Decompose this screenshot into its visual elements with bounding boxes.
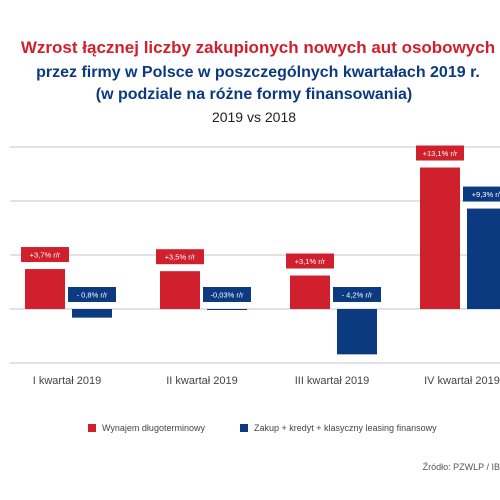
bar (72, 309, 112, 318)
source: Źródło: PZWLP / IB (423, 462, 500, 472)
value-label-box (203, 287, 251, 302)
x-tick-label: I kwartał 2019 (33, 375, 101, 387)
bar (207, 309, 247, 310)
subtitle: przez firmy w Polsce w poszczególnych kw… (36, 64, 480, 81)
value-label: - 0,8% r/r (77, 291, 108, 300)
value-label: - 4,2% r/r (342, 291, 373, 300)
value-label-box (286, 253, 334, 269)
legend-swatch (88, 424, 96, 432)
x-tick-label: II kwartał 2019 (166, 375, 238, 387)
value-label: +3,1% r/r (295, 257, 326, 266)
legend-label: Zakup + kredyt + klasyczny leasing finan… (254, 423, 437, 433)
x-tick-label: IV kwartał 2019 (424, 375, 500, 387)
subtitle: 2019 vs 2018 (212, 109, 296, 125)
value-label-box (416, 145, 464, 161)
value-label: +3,7% r/r (30, 251, 61, 260)
value-label: +13,1% r/r (423, 149, 458, 158)
subtitle: (w podziale na różne formy finansowania) (96, 86, 412, 103)
legend-swatch (240, 424, 248, 432)
bar (25, 269, 65, 309)
bar (290, 275, 330, 309)
value-label: +9,3% r/r (472, 190, 500, 199)
value-label-box (156, 249, 204, 265)
value-label-box (68, 287, 116, 302)
bar (337, 309, 377, 355)
bar (160, 271, 200, 309)
legend-label: Wynajem długoterminowy (102, 423, 205, 433)
chart-title: Wzrost łącznej liczby zakupionych nowych… (21, 38, 495, 57)
value-label-box (463, 186, 500, 202)
value-label: +3,5% r/r (165, 253, 196, 262)
bar (467, 208, 500, 309)
value-label-box (333, 287, 381, 302)
value-label: -0,03% r/r (211, 291, 244, 300)
value-label-box (21, 247, 69, 263)
bar (420, 167, 460, 309)
x-tick-label: III kwartał 2019 (295, 375, 370, 387)
